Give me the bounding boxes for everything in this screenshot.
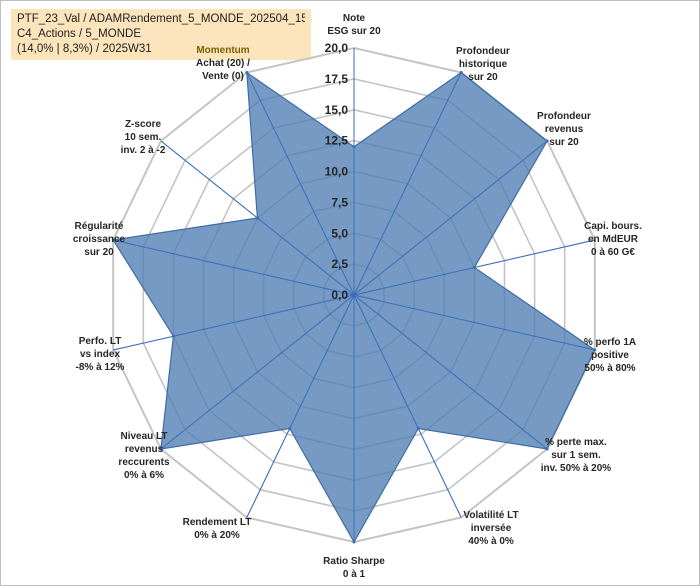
axis-label-5-line-1: % perfo 1A xyxy=(584,337,636,348)
axis-label-8-line-1: Ratio Sharpe xyxy=(323,556,385,567)
axis-label-13-line-3: inv. 2 à -2 xyxy=(121,145,166,156)
axis-label-13-line-2: 10 sem. xyxy=(125,132,162,143)
axis-label-12-line-1: Régularité xyxy=(75,221,124,232)
tick-label-3: 5,0 xyxy=(331,226,348,240)
axis-label-5-line-3: 50% à 80% xyxy=(584,363,635,374)
axis-label-10-line-1: Niveau LT xyxy=(120,431,167,442)
axis-label-11-line-1: Perfo. LT xyxy=(79,336,122,347)
axis-label-3-line-1: Profondeur xyxy=(537,111,591,122)
axis-spoke-overlay-11 xyxy=(113,294,355,351)
tick-label-6: 12,5 xyxy=(325,134,349,148)
axis-spoke-overlay-12 xyxy=(113,239,355,296)
title-line-3: (14,0% | 8,3%) / 2025W31 xyxy=(17,43,152,55)
axis-spoke-overlay-6 xyxy=(353,294,548,450)
axis-label-2-line-1: Profondeur xyxy=(456,46,510,57)
axis-label-12-line-2: croissance xyxy=(73,234,126,245)
axis-label-8-line-2: 0 à 1 xyxy=(343,569,366,580)
axis-label-13-line-1: Z-score xyxy=(125,119,162,130)
axis-spoke-overlay-5 xyxy=(353,294,595,351)
axis-label-1-line-2: ESG sur 20 xyxy=(327,26,381,37)
axis-label-10-line-4: 0% à 6% xyxy=(124,470,164,481)
axis-label-4-line-2: en MdEUR xyxy=(588,234,639,245)
axis-label-2-line-2: historique xyxy=(459,59,508,70)
axis-label-1-line-1: Note xyxy=(343,13,366,24)
tick-label-8: 17,5 xyxy=(325,72,349,86)
title-line-2: C4_Actions / 5_MONDE xyxy=(17,28,141,40)
axis-label-6-line-3: inv. 50% à 20% xyxy=(541,463,612,474)
axis-label-10-line-3: reccurents xyxy=(118,457,170,468)
tick-label-5: 10,0 xyxy=(325,165,349,179)
axis-label-3-line-3: sur 20 xyxy=(549,137,579,148)
tick-label-1: 0,0 xyxy=(331,288,348,302)
axis-label-7-line-3: 40% à 0% xyxy=(468,536,514,547)
axis-spoke-overlay-10 xyxy=(160,294,355,450)
chart-title-box: PTF_23_Val / ADAMRendement_5_MONDE_20250… xyxy=(11,9,311,60)
axis-label-4-line-1: Capi. bours. xyxy=(584,221,642,232)
axis-spoke-overlay-4 xyxy=(353,239,595,296)
axis-label-12-line-3: sur 20 xyxy=(84,247,114,258)
axis-label-6-line-2: sur 1 sem. xyxy=(551,450,601,461)
axis-label-11-line-3: -8% à 12% xyxy=(76,362,125,373)
axis-label-10-line-2: revenus xyxy=(125,444,164,455)
axis-label-5-line-2: positive xyxy=(591,350,629,361)
axis-label-9-line-2: 0% à 20% xyxy=(194,530,240,541)
axis-spoke-overlay-3 xyxy=(353,140,548,296)
axis-label-9-line-1: Rendement LT xyxy=(183,517,252,528)
tick-label-4: 7,5 xyxy=(331,195,348,209)
axis-label-14-line-2: Achat (20) / xyxy=(196,58,250,69)
axis-spoke-overlay-9 xyxy=(246,294,355,518)
axis-label-6-line-1: % perte max. xyxy=(545,437,607,448)
axis-label-2-line-3: sur 20 xyxy=(468,72,498,83)
axis-spoke-overlay-13 xyxy=(160,140,355,296)
axis-label-11-line-2: vs index xyxy=(80,349,120,360)
axis-label-14-line-3: Vente (0) xyxy=(202,71,244,82)
axis-label-7-line-1: Volatilité LT xyxy=(463,510,518,521)
axis-spoke-overlay-7 xyxy=(353,294,462,518)
axis-spoke-overlay-14 xyxy=(246,72,355,296)
axis-label-3-line-2: revenus xyxy=(545,124,584,135)
axis-spoke-overlay-2 xyxy=(353,72,462,296)
tick-label-7: 15,0 xyxy=(325,103,349,117)
tick-label-9: 20,0 xyxy=(325,41,349,55)
tick-label-2: 2,5 xyxy=(331,257,348,271)
axis-label-7-line-2: inversée xyxy=(471,523,512,534)
title-line-1: PTF_23_Val / ADAMRendement_5_MONDE_20250… xyxy=(17,13,305,25)
axis-label-4-line-3: 0 à 60 G€ xyxy=(591,247,635,258)
axis-label-14-line-1: Momentum xyxy=(196,45,249,56)
